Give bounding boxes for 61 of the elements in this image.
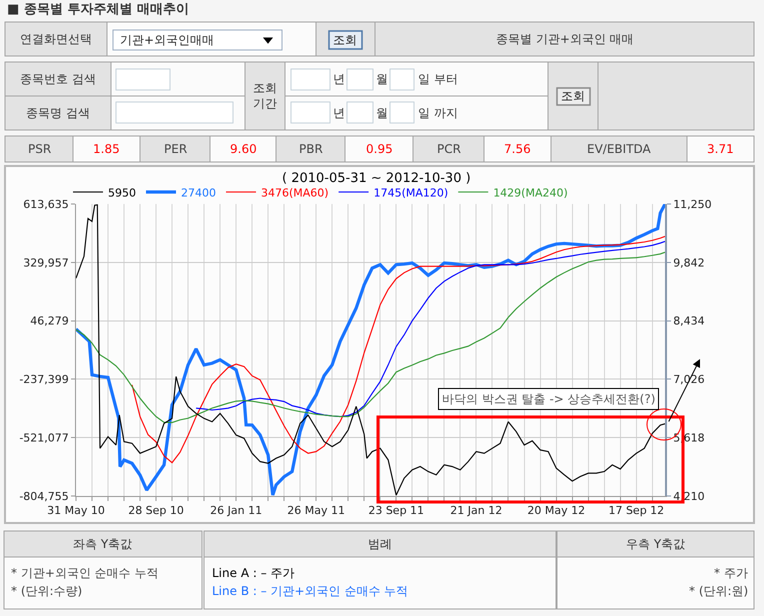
text: 일 부터	[418, 72, 458, 86]
x-tick-label: 17 Sep 12	[608, 504, 664, 518]
text: 종목명 검색	[26, 106, 90, 120]
legend-label: 5950	[108, 186, 136, 200]
text: 기관+외국인매매	[120, 33, 214, 47]
x-tick-label: 21 Jan 12	[450, 504, 502, 518]
text: 7.56	[504, 142, 531, 156]
y-tick-label: -521,077	[19, 431, 69, 444]
text: 종목별 기관+외국인 매매	[496, 32, 634, 46]
text: 1.85	[93, 142, 120, 156]
text: 9.60	[230, 142, 257, 156]
y2-tick-label: 11,250	[673, 198, 712, 211]
text: Line B : – 기관+외국인 순매수 누적	[212, 584, 408, 598]
legend-label: 1429(MA240)	[493, 186, 568, 200]
line-series	[131, 236, 665, 464]
text: ■ 종목별 투자주체별 매매추이	[7, 2, 189, 17]
text: 조회 기간	[253, 81, 277, 111]
y-tick-label: 46,279	[30, 314, 69, 328]
text: 월	[376, 106, 388, 120]
text: 3.71	[707, 142, 734, 156]
text: Line A : – 주가	[212, 566, 295, 580]
text: 조회	[333, 33, 357, 47]
y2-tick-label: 9,842	[673, 256, 705, 270]
y-tick-label: -804,755	[19, 490, 69, 503]
x-tick-label: 26 Jan 11	[210, 504, 262, 518]
chart-title: ( 2010-05-31 ~ 2012-10-30 )	[282, 171, 471, 186]
text: 조회	[561, 89, 585, 103]
y2-tick-label: 8,434	[673, 314, 705, 328]
text: 0.95	[366, 142, 393, 156]
text: PCR	[437, 142, 461, 156]
x-tick-label: 28 Sep 10	[128, 504, 184, 518]
text: 우측 Y축값	[626, 537, 686, 551]
legend-label: 3476(MA60)	[261, 186, 329, 200]
text: * 기관+외국인 순매수 누적	[11, 566, 158, 580]
text: PBR	[299, 142, 323, 156]
text: * (단위:수량)	[11, 584, 82, 598]
legend-label: 1745(MA120)	[374, 186, 448, 200]
annotation: 바닥의 박스권 탈출 -> 상승추세전환(?)	[442, 392, 656, 406]
text: PER	[164, 142, 188, 156]
text: 좌측 Y축값	[73, 537, 132, 551]
y-tick-label: 613,635	[23, 198, 69, 211]
x-tick-label: 23 Sep 11	[368, 504, 424, 518]
text: 종목번호 검색	[20, 72, 96, 86]
text: 년	[333, 72, 345, 86]
text: 연결화면선택	[20, 32, 92, 46]
line-series	[196, 240, 665, 418]
y-tick-label: -237,399	[19, 373, 69, 386]
x-tick-label: 26 May 11	[287, 504, 346, 518]
y-tick-label: 329,957	[23, 256, 69, 270]
legend-label: 27400	[181, 186, 216, 200]
text: 월	[376, 72, 388, 86]
text: 년	[333, 106, 345, 120]
text: * 주가	[714, 566, 748, 580]
line-series	[76, 252, 665, 424]
text: 범례	[368, 537, 392, 551]
x-tick-label: 20 May 12	[527, 504, 586, 518]
x-tick-label: 31 May 10	[47, 504, 105, 518]
text: * (단위:원)	[689, 584, 748, 598]
text: 일 까지	[418, 106, 458, 120]
text: EV/EBITDA	[587, 142, 652, 156]
text: PSR	[28, 142, 52, 156]
